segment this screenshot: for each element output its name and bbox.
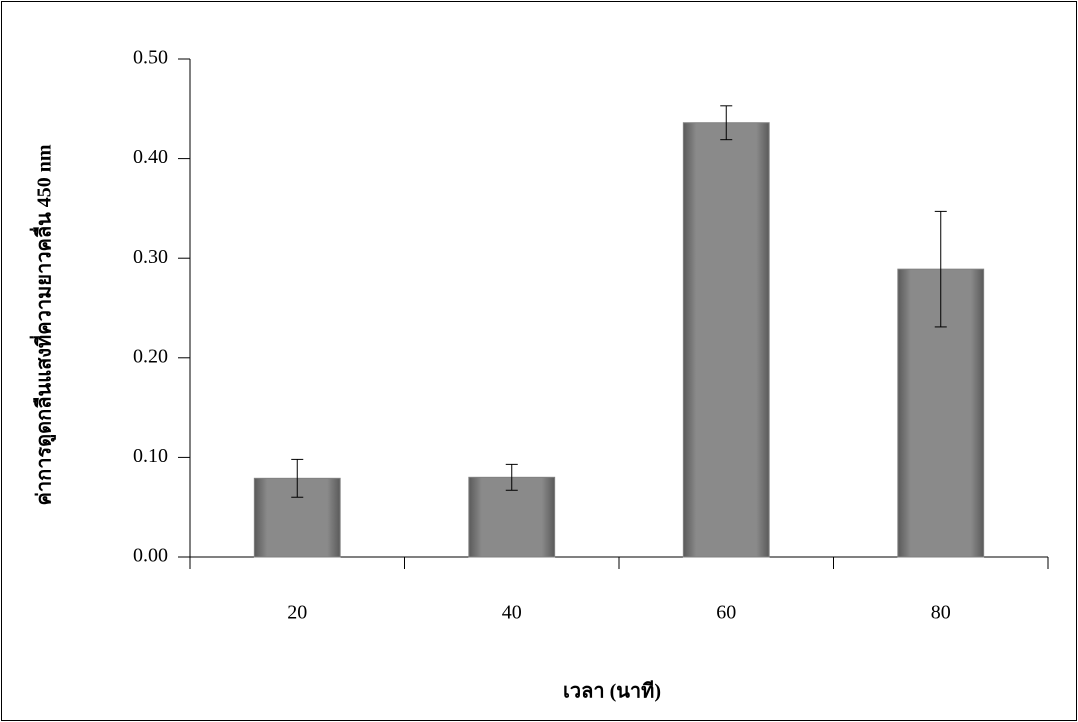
y-tick-label: 0.00 [133, 545, 168, 567]
page: {"chart_data": {"type": "bar", "y_label"… [0, 0, 1078, 722]
y-tick-label: 0.20 [133, 345, 168, 367]
x-tick-label: 80 [931, 602, 951, 624]
x-axis-label: เวลา (นาที) [563, 680, 661, 703]
x-tick-label: 60 [716, 602, 736, 624]
bar [683, 123, 769, 557]
y-tick-label: 0.50 [133, 47, 168, 69]
y-tick-label: 0.40 [133, 146, 168, 168]
x-tick-label: 40 [502, 602, 522, 624]
y-tick-label: 0.10 [133, 445, 168, 467]
chart: เวลา (นาที) ค่าการดูดกลืนแสงที่ความยาวคล… [0, 0, 1078, 722]
y-tick-label: 0.30 [133, 246, 168, 268]
y-axis-label: ค่าการดูดกลืนแสงที่ความยาวคลื่น 450 nm [29, 144, 58, 505]
x-tick-label: 20 [287, 602, 307, 624]
